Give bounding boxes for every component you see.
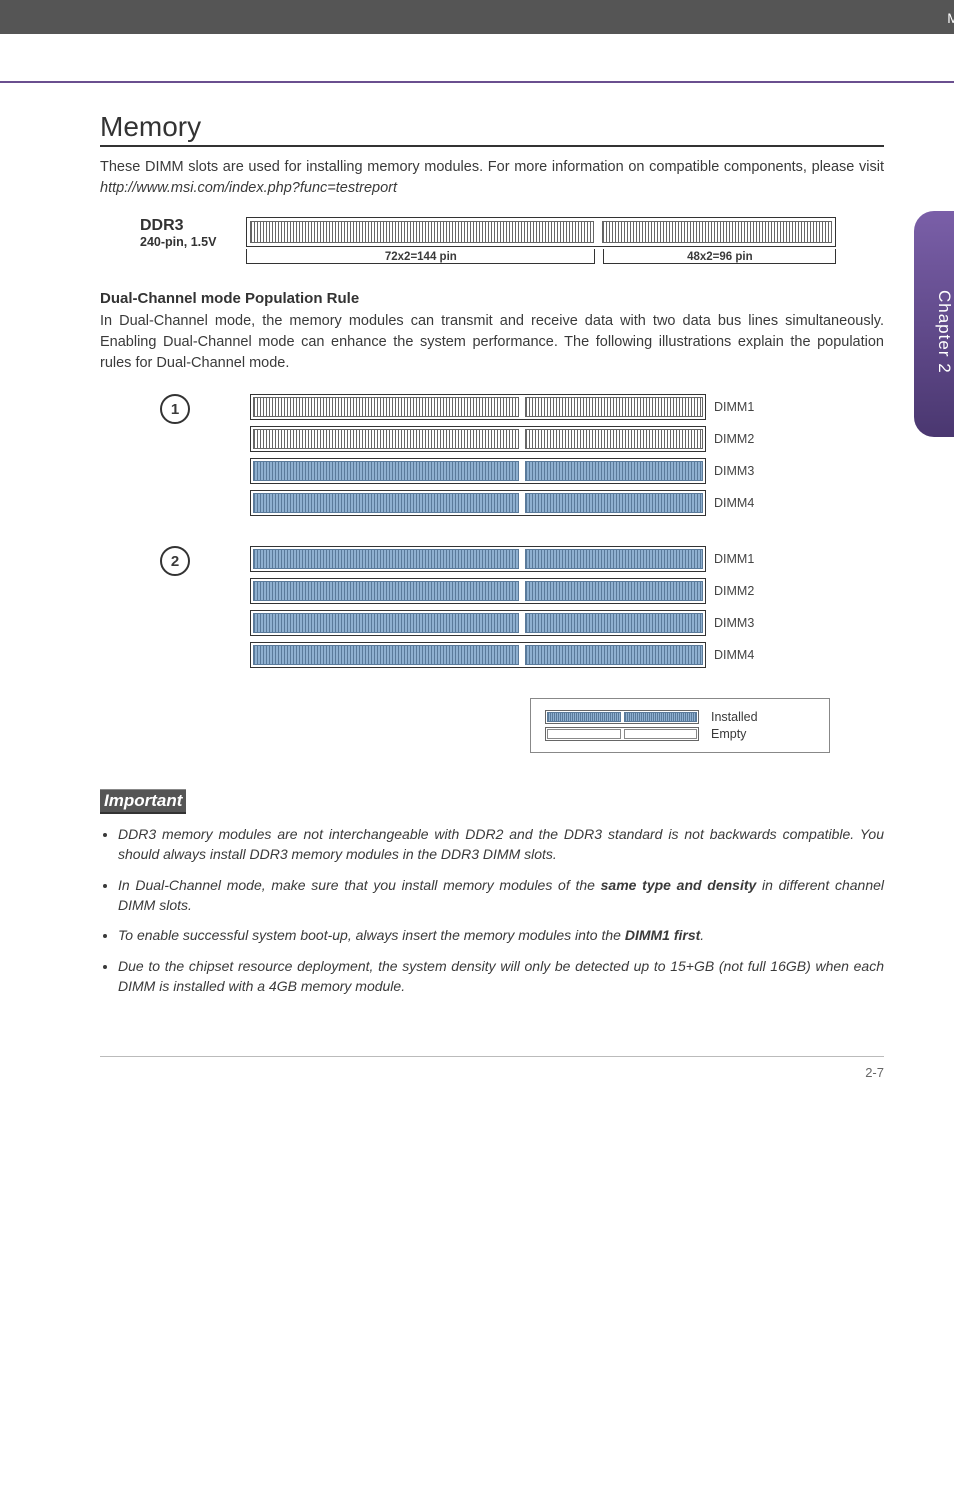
ddr3-sublabel: 240-pin, 1.5V [140, 235, 216, 249]
divider [0, 81, 954, 83]
slot-row: DIMM1 [250, 546, 754, 572]
slot-row: DIMM4 [250, 642, 754, 668]
dimm-segment-right [602, 221, 832, 243]
slot-group: DIMM1 DIMM2 DIMM3 DIMM4 [250, 394, 754, 516]
config-row: 1 DIMM1 DIMM2 DIMM3 DIMM4 [160, 394, 884, 516]
ddr3-label: DDR3 [140, 217, 216, 235]
footer: 2-7 [100, 1056, 884, 1080]
dual-channel-heading: Dual-Channel mode Population Rule [100, 290, 884, 307]
legend: Installed Empty [530, 698, 830, 753]
slot-row: DIMM2 [250, 426, 754, 452]
important-item: Due to the chipset resource deployment, … [118, 956, 884, 997]
slot-label: DIMM3 [714, 616, 754, 630]
slot-row: DIMM3 [250, 458, 754, 484]
important-item: To enable successful system boot-up, alw… [118, 925, 884, 945]
dimm-dimensions: 72x2=144 pin 48x2=96 pin [246, 249, 836, 264]
dimm-slot [250, 578, 706, 604]
chapter-tab: Chapter 2 [914, 211, 954, 437]
slot-label: DIMM2 [714, 432, 754, 446]
dimm-module [246, 217, 836, 247]
page-number: 2-7 [865, 1065, 884, 1080]
important-list: DDR3 memory modules are not interchangea… [100, 824, 884, 996]
dimm-slot [250, 394, 706, 420]
intro-url: http://www.msi.com/index.php?func=testre… [100, 180, 397, 196]
dimm-slot [250, 546, 706, 572]
empty-swatch [545, 727, 699, 741]
model-header: MS-7660 [0, 0, 954, 34]
dimm-slot [250, 490, 706, 516]
installed-swatch [545, 710, 699, 724]
slot-row: DIMM4 [250, 490, 754, 516]
important-item: DDR3 memory modules are not interchangea… [118, 824, 884, 865]
legend-empty: Empty [545, 727, 815, 741]
slot-label: DIMM4 [714, 496, 754, 510]
dual-channel-text: In Dual-Channel mode, the memory modules… [100, 311, 884, 374]
dim-right: 48x2=96 pin [603, 249, 836, 264]
section-title: Memory [100, 111, 884, 147]
intro-text: These DIMM slots are used for installing… [100, 157, 884, 199]
slot-row: DIMM1 [250, 394, 754, 420]
slot-label: DIMM4 [714, 648, 754, 662]
slot-label: DIMM3 [714, 464, 754, 478]
dimm-segment-left [250, 221, 594, 243]
legend-installed: Installed [545, 710, 815, 724]
slot-row: DIMM3 [250, 610, 754, 636]
intro-body: These DIMM slots are used for installing… [100, 159, 884, 175]
ddr3-diagram: DDR3 240-pin, 1.5V 72x2=144 pin 48x2=96 … [140, 217, 884, 264]
config-number: 2 [160, 546, 190, 576]
dimm-slot [250, 426, 706, 452]
installed-label: Installed [711, 710, 758, 724]
empty-label: Empty [711, 727, 746, 741]
config-number: 1 [160, 394, 190, 424]
config-row: 2 DIMM1 DIMM2 DIMM3 DIMM4 [160, 546, 884, 668]
slot-label: DIMM1 [714, 400, 754, 414]
slot-label: DIMM2 [714, 584, 754, 598]
dim-left: 72x2=144 pin [246, 249, 595, 264]
configs: 1DIMM1DIMM2DIMM3DIMM42DIMM1DIMM2DIMM3DIM… [100, 394, 884, 668]
slot-row: DIMM2 [250, 578, 754, 604]
dimm-slot [250, 642, 706, 668]
slot-label: DIMM1 [714, 552, 754, 566]
dimm-figure: 72x2=144 pin 48x2=96 pin [246, 217, 836, 264]
dimm-slot [250, 458, 706, 484]
ddr3-labels: DDR3 240-pin, 1.5V [140, 217, 216, 249]
dimm-slot [250, 610, 706, 636]
important-item: In Dual-Channel mode, make sure that you… [118, 875, 884, 916]
important-heading: Important [100, 789, 186, 814]
slot-group: DIMM1 DIMM2 DIMM3 DIMM4 [250, 546, 754, 668]
